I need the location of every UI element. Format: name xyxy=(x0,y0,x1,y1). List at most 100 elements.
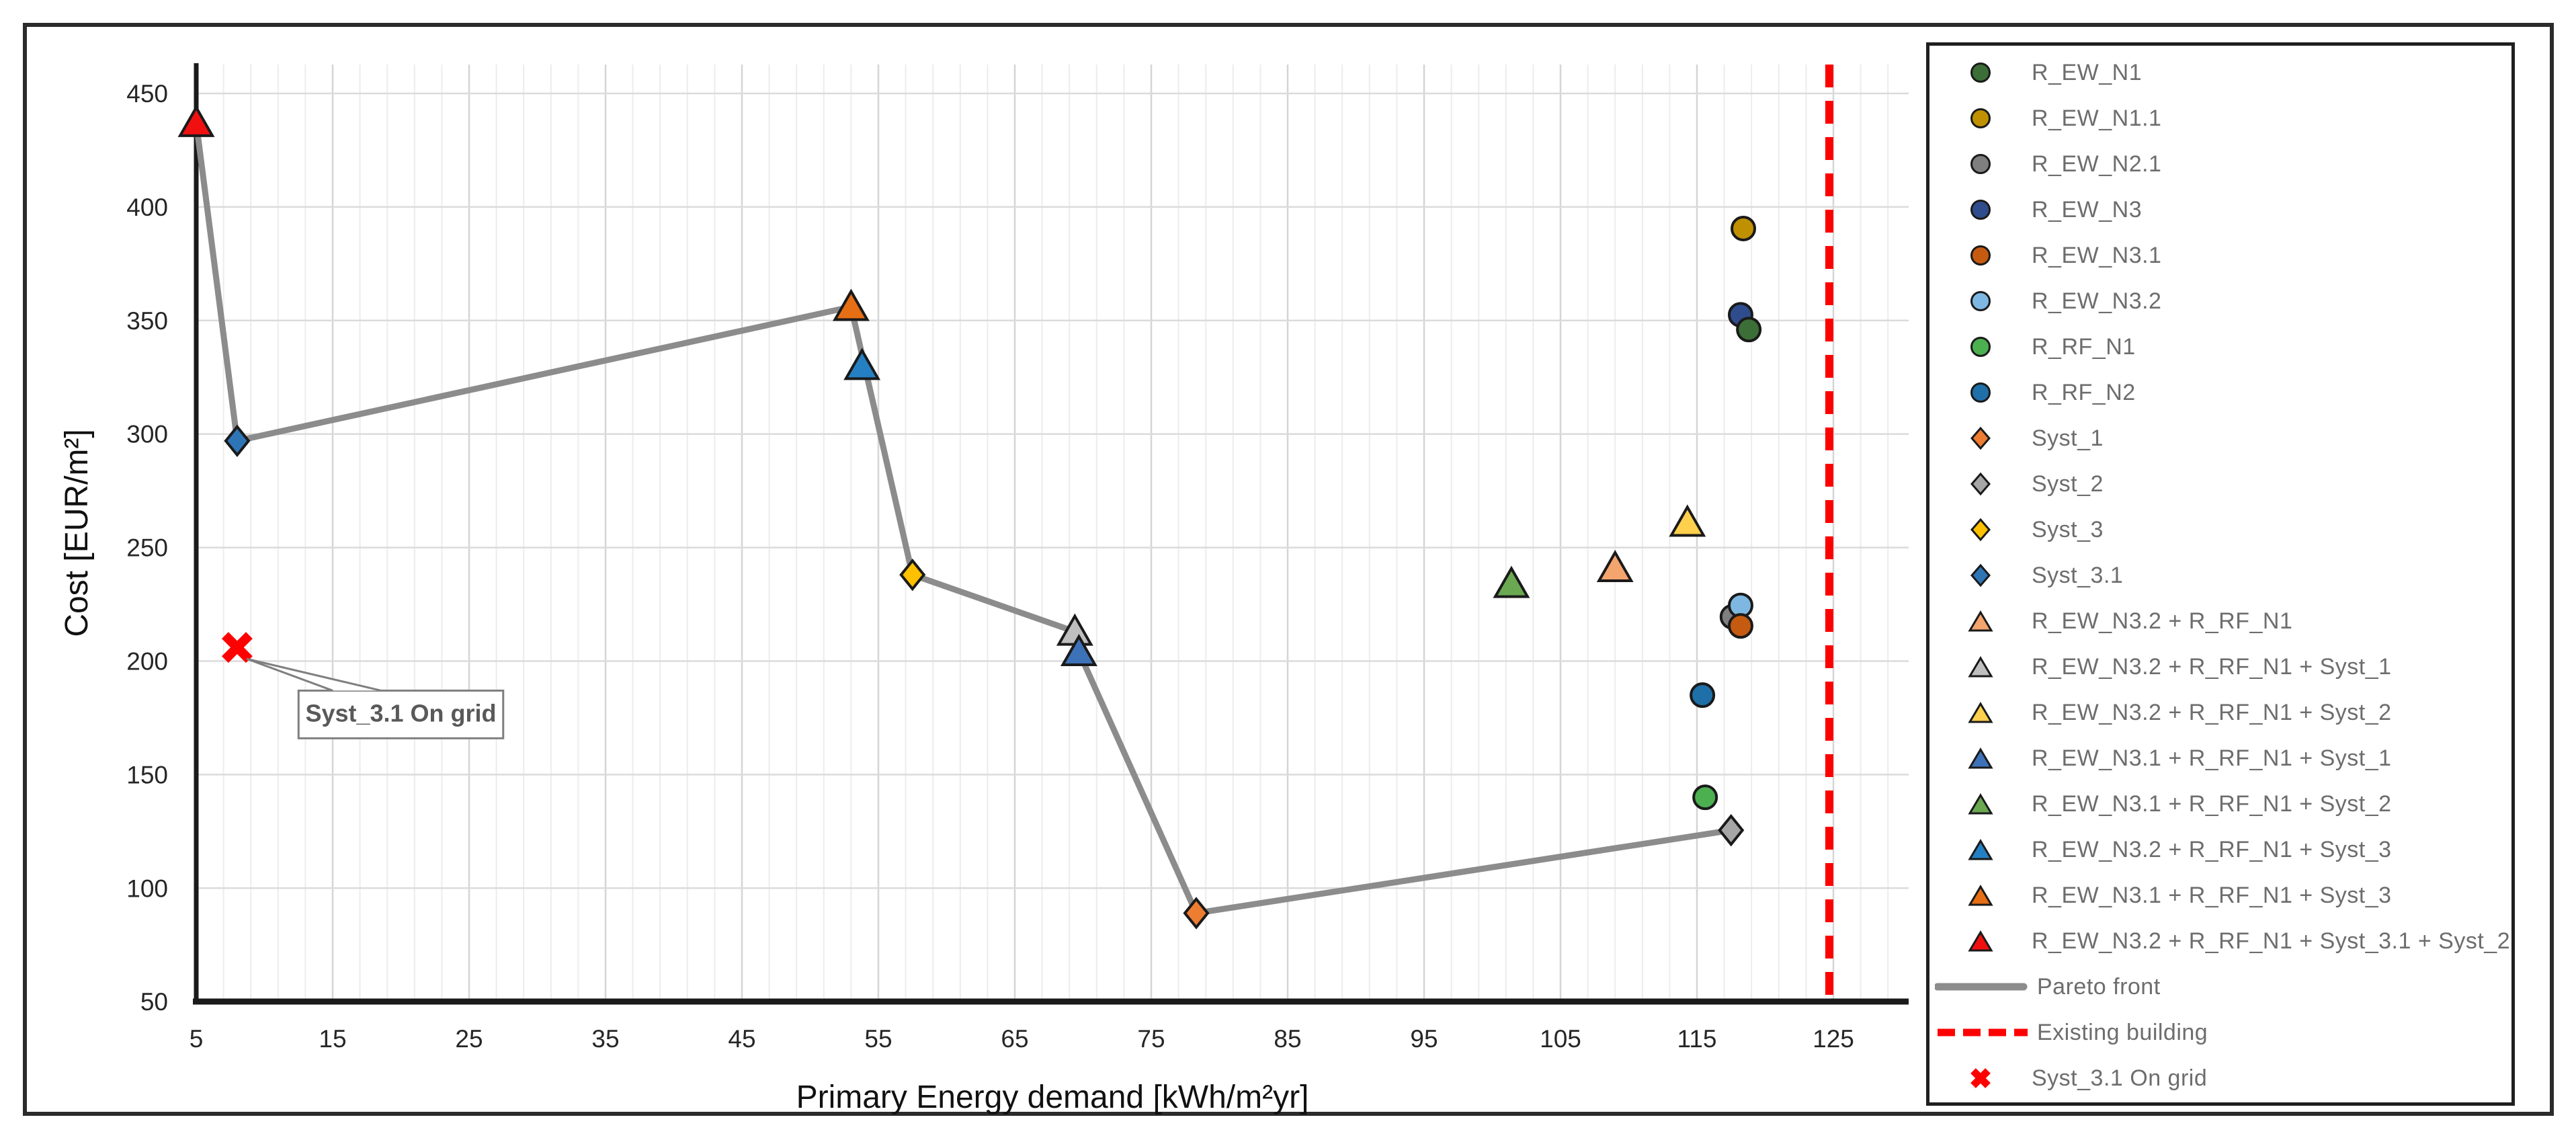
legend-item: Syst_1 xyxy=(1929,415,2511,461)
legend-item: R_RF_N1 xyxy=(1929,324,2511,370)
legend-item-label: R_EW_N3 xyxy=(2032,196,2143,222)
data-points xyxy=(177,104,1762,930)
data-point xyxy=(1736,317,1762,343)
x-tick-label: 25 xyxy=(455,1025,483,1053)
legend-item: Syst_3.1 On grid xyxy=(1929,1055,2511,1101)
legend-item: R_EW_N1 xyxy=(1929,50,2511,95)
data-point xyxy=(221,632,253,663)
legend-marker xyxy=(1929,1018,2037,1047)
legend-item: R_EW_N3.1 + R_RF_N1 + Syst_3 xyxy=(1929,872,2511,918)
legend-triangle-icon xyxy=(1968,702,1993,723)
legend-dashed-line-icon xyxy=(1938,1028,2028,1037)
legend-item: Syst_3 xyxy=(1929,507,2511,553)
data-point xyxy=(1690,682,1716,708)
legend-triangle-icon xyxy=(1968,747,1993,769)
legend-item-label: R_EW_N1.1 xyxy=(2032,105,2162,131)
gridlines xyxy=(196,65,1909,1002)
x-tick-label: 65 xyxy=(1001,1025,1028,1053)
legend-marker xyxy=(1929,606,2032,636)
legend-item-label: Syst_3.1 On grid xyxy=(2032,1065,2208,1091)
legend-item: Syst_3.1 xyxy=(1929,553,2511,598)
y-tick-label: 400 xyxy=(126,194,168,221)
x-tick-label: 15 xyxy=(319,1025,346,1053)
y-tick-label: 250 xyxy=(126,534,168,562)
y-tick-label: 100 xyxy=(126,875,168,902)
legend-item-label: R_EW_N3.2 + R_RF_N1 + Syst_1 xyxy=(2032,653,2392,680)
legend-triangle-icon xyxy=(1968,839,1993,860)
data-point xyxy=(1727,613,1753,639)
legend-item-label: R_EW_N3.2 xyxy=(2032,288,2162,314)
legend-marker xyxy=(1929,423,2032,453)
legend-triangle-icon xyxy=(1968,793,1993,815)
legend-item-label: R_RF_N2 xyxy=(2032,379,2136,405)
legend: R_EW_N1 R_EW_N1.1 R_EW_N2.1 R_EW_N3 R_EW_N3.… xyxy=(1926,42,2515,1106)
axes xyxy=(193,63,1909,1005)
legend-item: Pareto front xyxy=(1929,964,2511,1010)
legend-marker xyxy=(1929,972,2037,1002)
legend-marker xyxy=(1929,698,2032,727)
legend-diamond-icon xyxy=(1970,472,1991,496)
data-point xyxy=(843,348,881,380)
legend-circle-icon xyxy=(1970,337,1991,357)
legend-circle-icon xyxy=(1970,382,1991,403)
x-tick-label: 55 xyxy=(864,1025,892,1053)
legend-marker xyxy=(1929,926,2032,956)
data-point xyxy=(1731,215,1757,241)
data-point xyxy=(177,104,215,137)
pareto-front xyxy=(193,122,1732,916)
callout-box xyxy=(297,689,505,739)
legend-item: R_EW_N1.1 xyxy=(1929,95,2511,141)
legend-item-label: R_EW_N3.2 + R_RF_N1 + Syst_3 xyxy=(2032,836,2392,862)
y-tick-label: 200 xyxy=(126,648,168,676)
legend-item: R_EW_N3.2 + R_RF_N1 + Syst_3.1 + Syst_2 xyxy=(1929,918,2511,964)
data-point xyxy=(1493,565,1530,598)
legend-item-label: R_EW_N1 xyxy=(2032,59,2143,85)
data-point xyxy=(224,424,251,458)
legend-item-label: R_RF_N1 xyxy=(2032,333,2136,360)
x-tick-label: 125 xyxy=(1813,1025,1854,1053)
x-tick-label: 35 xyxy=(591,1025,619,1053)
legend-item-label: R_EW_N3.1 + R_RF_N1 + Syst_1 xyxy=(2032,745,2392,771)
x-tick-label: 85 xyxy=(1274,1025,1301,1053)
legend-marker xyxy=(1929,286,2032,316)
x-tick-label: 115 xyxy=(1677,1025,1717,1053)
legend-item-label: R_EW_N3.1 + R_RF_N1 + Syst_3 xyxy=(2032,882,2392,908)
legend-marker xyxy=(1929,561,2032,590)
callout-leader-line xyxy=(246,657,382,692)
legend-item: R_EW_N3.2 + R_RF_N1 + Syst_2 xyxy=(1929,690,2511,735)
legend-circle-icon xyxy=(1970,291,1991,311)
y-tick-label: 350 xyxy=(126,307,168,335)
legend-item-label: R_EW_N3.1 + R_RF_N1 + Syst_2 xyxy=(2032,790,2392,817)
legend-item: R_EW_N3.2 + R_RF_N1 xyxy=(1929,598,2511,644)
legend-item: R_EW_N3.2 + R_RF_N1 + Syst_3 xyxy=(1929,827,2511,872)
legend-item: R_EW_N3.2 + R_RF_N1 + Syst_1 xyxy=(1929,644,2511,690)
legend-triangle-icon xyxy=(1968,930,1993,952)
legend-item-label: Syst_1 xyxy=(2032,425,2104,451)
legend-marker xyxy=(1929,515,2032,544)
data-point xyxy=(1692,784,1718,811)
data-point xyxy=(1060,633,1097,666)
legend-circle-icon xyxy=(1970,154,1991,174)
legend-triangle-icon xyxy=(1968,885,1993,906)
legend-item-label: Existing building xyxy=(2037,1019,2208,1045)
legend-marker xyxy=(1929,58,2032,87)
callout: Syst_3.1 On grid xyxy=(246,657,505,739)
legend-item: Existing building xyxy=(1929,1010,2511,1055)
legend-item: R_EW_N3.2 xyxy=(1929,278,2511,324)
figure-border xyxy=(23,23,2554,1116)
legend-circle-icon xyxy=(1970,108,1991,128)
pareto-front-line xyxy=(193,122,1732,916)
legend-diamond-icon xyxy=(1970,563,1991,587)
y-axis-title: Cost [EUR/m²] xyxy=(59,429,95,637)
legend-marker xyxy=(1929,378,2032,407)
x-tick-label: 45 xyxy=(728,1025,755,1053)
legend-item-label: Syst_3 xyxy=(2032,516,2104,542)
legend-item-label: Pareto front xyxy=(2037,973,2161,1000)
legend-line-icon xyxy=(1935,983,2028,991)
y-tick-label: 450 xyxy=(126,80,168,108)
y-tick-label: 50 xyxy=(140,988,168,1016)
legend-x-icon xyxy=(1970,1068,1991,1088)
tick-labels: 5 15 25 35 45 55 65 75 85 95 105 115 125 50 100 150 200 2… xyxy=(126,80,1854,1053)
legend-item: R_EW_N2.1 xyxy=(1929,141,2511,187)
